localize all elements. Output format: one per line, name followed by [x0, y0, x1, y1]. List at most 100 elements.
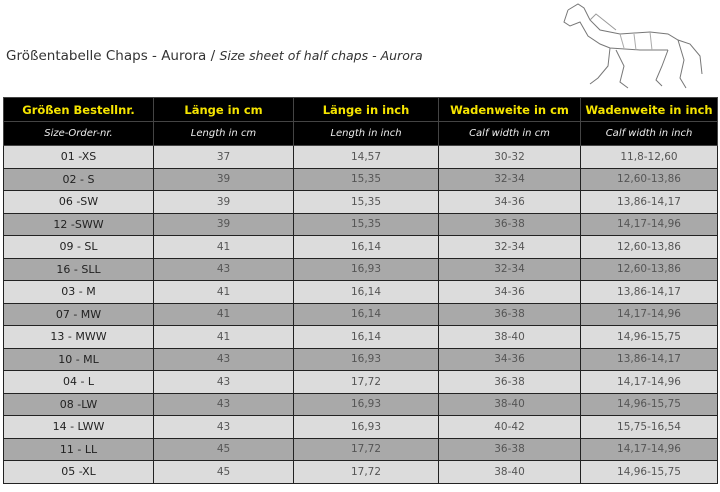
cell-length-inch: 16,93 [293, 257, 439, 281]
cell-calf-cm: 32-34 [438, 167, 581, 191]
cell-length-inch: 17,72 [293, 370, 439, 394]
cell-calf-cm: 34-36 [438, 347, 581, 371]
table-row: 09 - SL 41 16,14 32-34 12,60-13,86 [3, 235, 718, 259]
cell-length-inch: 16,14 [293, 325, 439, 349]
cell-size: 02 - S [3, 167, 154, 191]
cell-length-cm: 41 [153, 302, 294, 326]
cell-calf-cm: 32-34 [438, 235, 581, 259]
subheader-calf-inch: Calf width in inch [580, 121, 718, 146]
cell-calf-cm: 40-42 [438, 415, 581, 439]
table-row: 11 - LL 45 17,72 36-38 14,17-14,96 [3, 437, 718, 461]
cell-calf-cm: 36-38 [438, 370, 581, 394]
cell-length-inch: 16,14 [293, 302, 439, 326]
cell-calf-cm: 34-36 [438, 190, 581, 214]
cell-calf-cm: 36-38 [438, 212, 581, 236]
title-english: Size sheet of half chaps - Aurora [219, 48, 423, 63]
cell-calf-inch: 14,17-14,96 [580, 302, 718, 326]
cell-size: 14 - LWW [3, 415, 154, 439]
header-length-cm: Länge in cm [153, 97, 294, 122]
cell-size: 09 - SL [3, 235, 154, 259]
cell-size: 04 - L [3, 370, 154, 394]
cell-length-cm: 39 [153, 212, 294, 236]
cell-size: 16 - SLL [3, 257, 154, 281]
cell-length-cm: 45 [153, 437, 294, 461]
cell-length-cm: 41 [153, 280, 294, 304]
cell-calf-cm: 38-40 [438, 325, 581, 349]
horse-sketch-icon [563, 3, 703, 89]
cell-length-cm: 39 [153, 167, 294, 191]
cell-calf-inch: 13,86-14,17 [580, 347, 718, 371]
header-row: Größen Bestellnr. Länge in cm Länge in i… [3, 97, 718, 122]
cell-calf-cm: 30-32 [438, 145, 581, 169]
cell-size: 10 - ML [3, 347, 154, 371]
cell-length-inch: 16,93 [293, 392, 439, 416]
cell-calf-cm: 38-40 [438, 392, 581, 416]
cell-size: 12 -SWW [3, 212, 154, 236]
cell-calf-inch: 12,60-13,86 [580, 167, 718, 191]
cell-calf-inch: 12,60-13,86 [580, 235, 718, 259]
cell-calf-inch: 14,96-15,75 [580, 460, 718, 484]
table-row: 07 - MW 41 16,14 36-38 14,17-14,96 [3, 302, 718, 326]
cell-length-cm: 37 [153, 145, 294, 169]
cell-calf-cm: 34-36 [438, 280, 581, 304]
cell-size: 08 -LW [3, 392, 154, 416]
cell-length-cm: 41 [153, 235, 294, 259]
cell-calf-inch: 12,60-13,86 [580, 257, 718, 281]
cell-length-inch: 16,93 [293, 347, 439, 371]
cell-size: 03 - M [3, 280, 154, 304]
cell-length-cm: 43 [153, 347, 294, 371]
table-row: 04 - L 43 17,72 36-38 14,17-14,96 [3, 370, 718, 394]
cell-calf-inch: 14,96-15,75 [580, 392, 718, 416]
subheader-length-cm: Length in cm [153, 121, 294, 146]
subheader-calf-cm: Calf width in cm [438, 121, 581, 146]
table-row: 16 - SLL 43 16,93 32-34 12,60-13,86 [3, 257, 718, 281]
cell-length-inch: 15,35 [293, 167, 439, 191]
cell-length-inch: 15,35 [293, 212, 439, 236]
header-length-inch: Länge in inch [293, 97, 439, 122]
table-row: 10 - ML 43 16,93 34-36 13,86-14,17 [3, 347, 718, 371]
cell-calf-inch: 11,8-12,60 [580, 145, 718, 169]
table-row: 14 - LWW 43 16,93 40-42 15,75-16,54 [3, 415, 718, 439]
cell-length-inch: 17,72 [293, 460, 439, 484]
table-row: 13 - MWW 41 16,14 38-40 14,96-15,75 [3, 325, 718, 349]
cell-length-inch: 16,14 [293, 280, 439, 304]
table-row: 02 - S 39 15,35 32-34 12,60-13,86 [3, 167, 718, 191]
cell-length-inch: 15,35 [293, 190, 439, 214]
cell-size: 07 - MW [3, 302, 154, 326]
subheader-size: Size-Order-nr. [3, 121, 154, 146]
cell-calf-inch: 13,86-14,17 [580, 280, 718, 304]
cell-length-inch: 16,14 [293, 235, 439, 259]
cell-size: 13 - MWW [3, 325, 154, 349]
cell-calf-inch: 15,75-16,54 [580, 415, 718, 439]
cell-calf-cm: 38-40 [438, 460, 581, 484]
table-row: 06 -SW 39 15,35 34-36 13,86-14,17 [3, 190, 718, 214]
cell-size: 05 -XL [3, 460, 154, 484]
cell-calf-inch: 14,17-14,96 [580, 437, 718, 461]
cell-length-cm: 43 [153, 257, 294, 281]
cell-length-inch: 17,72 [293, 437, 439, 461]
subheader-length-inch: Length in inch [293, 121, 439, 146]
cell-length-cm: 41 [153, 325, 294, 349]
cell-length-cm: 43 [153, 415, 294, 439]
subheader-row: Size-Order-nr. Length in cm Length in in… [3, 121, 718, 146]
table-row: 01 -XS 37 14,57 30-32 11,8-12,60 [3, 145, 718, 169]
cell-calf-cm: 36-38 [438, 437, 581, 461]
cell-size: 06 -SW [3, 190, 154, 214]
cell-size: 11 - LL [3, 437, 154, 461]
size-table: Größen Bestellnr. Länge in cm Länge in i… [3, 97, 718, 484]
table-row: 12 -SWW 39 15,35 36-38 14,17-14,96 [3, 212, 718, 236]
header-calf-inch: Wadenweite in inch [580, 97, 718, 122]
cell-calf-inch: 14,96-15,75 [580, 325, 718, 349]
header-calf-cm: Wadenweite in cm [438, 97, 581, 122]
cell-length-cm: 43 [153, 370, 294, 394]
cell-calf-inch: 14,17-14,96 [580, 212, 718, 236]
cell-size: 01 -XS [3, 145, 154, 169]
cell-length-cm: 43 [153, 392, 294, 416]
cell-length-cm: 39 [153, 190, 294, 214]
table-row: 08 -LW 43 16,93 38-40 14,96-15,75 [3, 392, 718, 416]
cell-calf-inch: 14,17-14,96 [580, 370, 718, 394]
table-row: 05 -XL 45 17,72 38-40 14,96-15,75 [3, 460, 718, 484]
cell-calf-cm: 36-38 [438, 302, 581, 326]
table-row: 03 - M 41 16,14 34-36 13,86-14,17 [3, 280, 718, 304]
cell-calf-inch: 13,86-14,17 [580, 190, 718, 214]
